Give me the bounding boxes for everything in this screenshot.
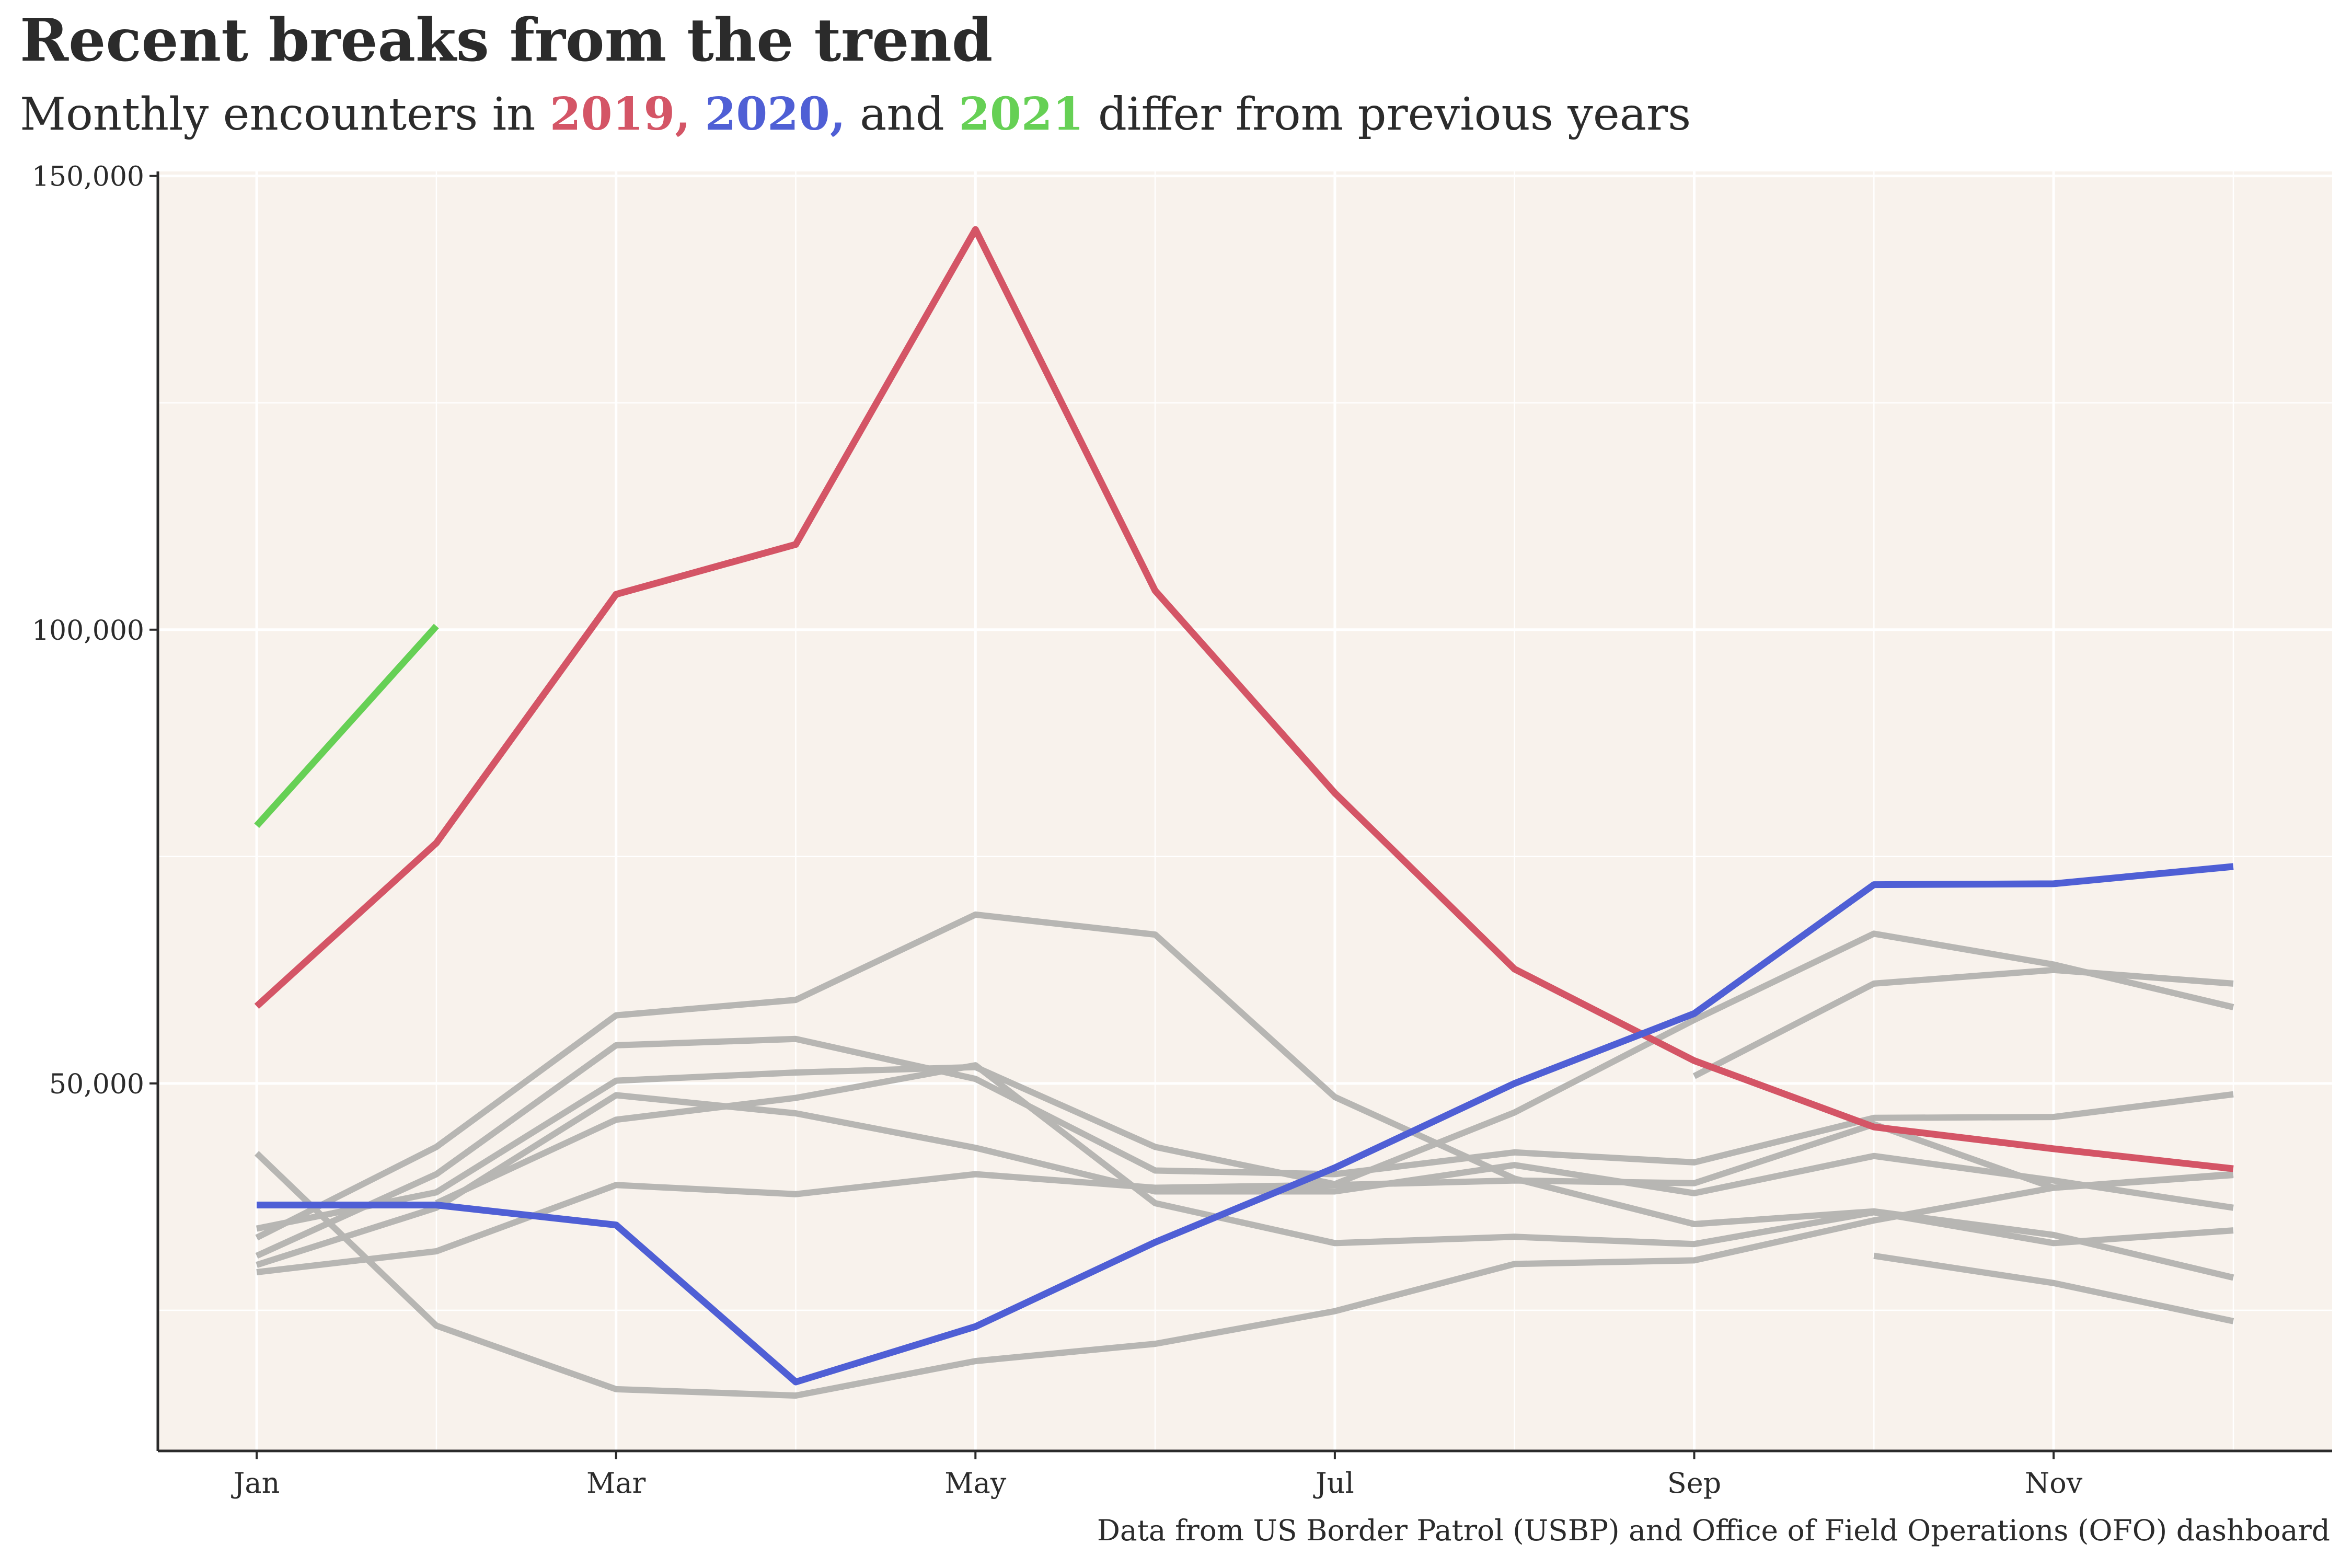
chart-subtitle: Monthly encounters in 2019, 2020, and 20… bbox=[20, 88, 1691, 141]
subtitle-suffix: differ from previous years bbox=[1083, 88, 1691, 141]
series-line-2019 bbox=[254, 226, 2234, 1172]
x-tick-label: Mar bbox=[586, 1467, 645, 1500]
series-line-grey bbox=[1873, 1252, 2234, 1324]
subtitle-year-2020: 2020, bbox=[705, 88, 846, 141]
x-tick-label: Nov bbox=[2025, 1467, 2083, 1500]
y-tick-label: 150,000 bbox=[32, 162, 144, 193]
subtitle-year-2019: 2019, bbox=[549, 88, 691, 141]
series-line-2020 bbox=[257, 863, 2234, 1386]
series-line-grey bbox=[255, 1035, 2234, 1259]
series-line-grey bbox=[256, 1092, 2234, 1268]
series-line-grey bbox=[435, 1062, 2234, 1248]
subtitle-year-2021: 2021 bbox=[959, 88, 1084, 141]
y-tick-label: 100,000 bbox=[32, 615, 144, 647]
x-tick-label: Jul bbox=[1313, 1467, 1354, 1500]
plot-panel bbox=[158, 171, 2332, 1451]
y-tick-label: 50,000 bbox=[49, 1069, 144, 1100]
series-line-grey bbox=[256, 930, 2234, 1232]
x-tick-label: Sep bbox=[1667, 1467, 1722, 1500]
series-line-grey bbox=[1692, 966, 2234, 1079]
source-caption: Data from US Border Patrol (USBP) and Of… bbox=[1097, 1514, 2330, 1547]
x-tick-label: May bbox=[944, 1467, 1006, 1500]
subtitle-and: and bbox=[845, 88, 959, 141]
series-line-grey bbox=[256, 1121, 2234, 1275]
series-line-2021 bbox=[254, 624, 439, 828]
x-tick-label: Jan bbox=[231, 1467, 280, 1500]
chart-title: Recent breaks from the trend bbox=[20, 6, 993, 75]
subtitle-prefix: Monthly encounters in bbox=[20, 88, 550, 141]
